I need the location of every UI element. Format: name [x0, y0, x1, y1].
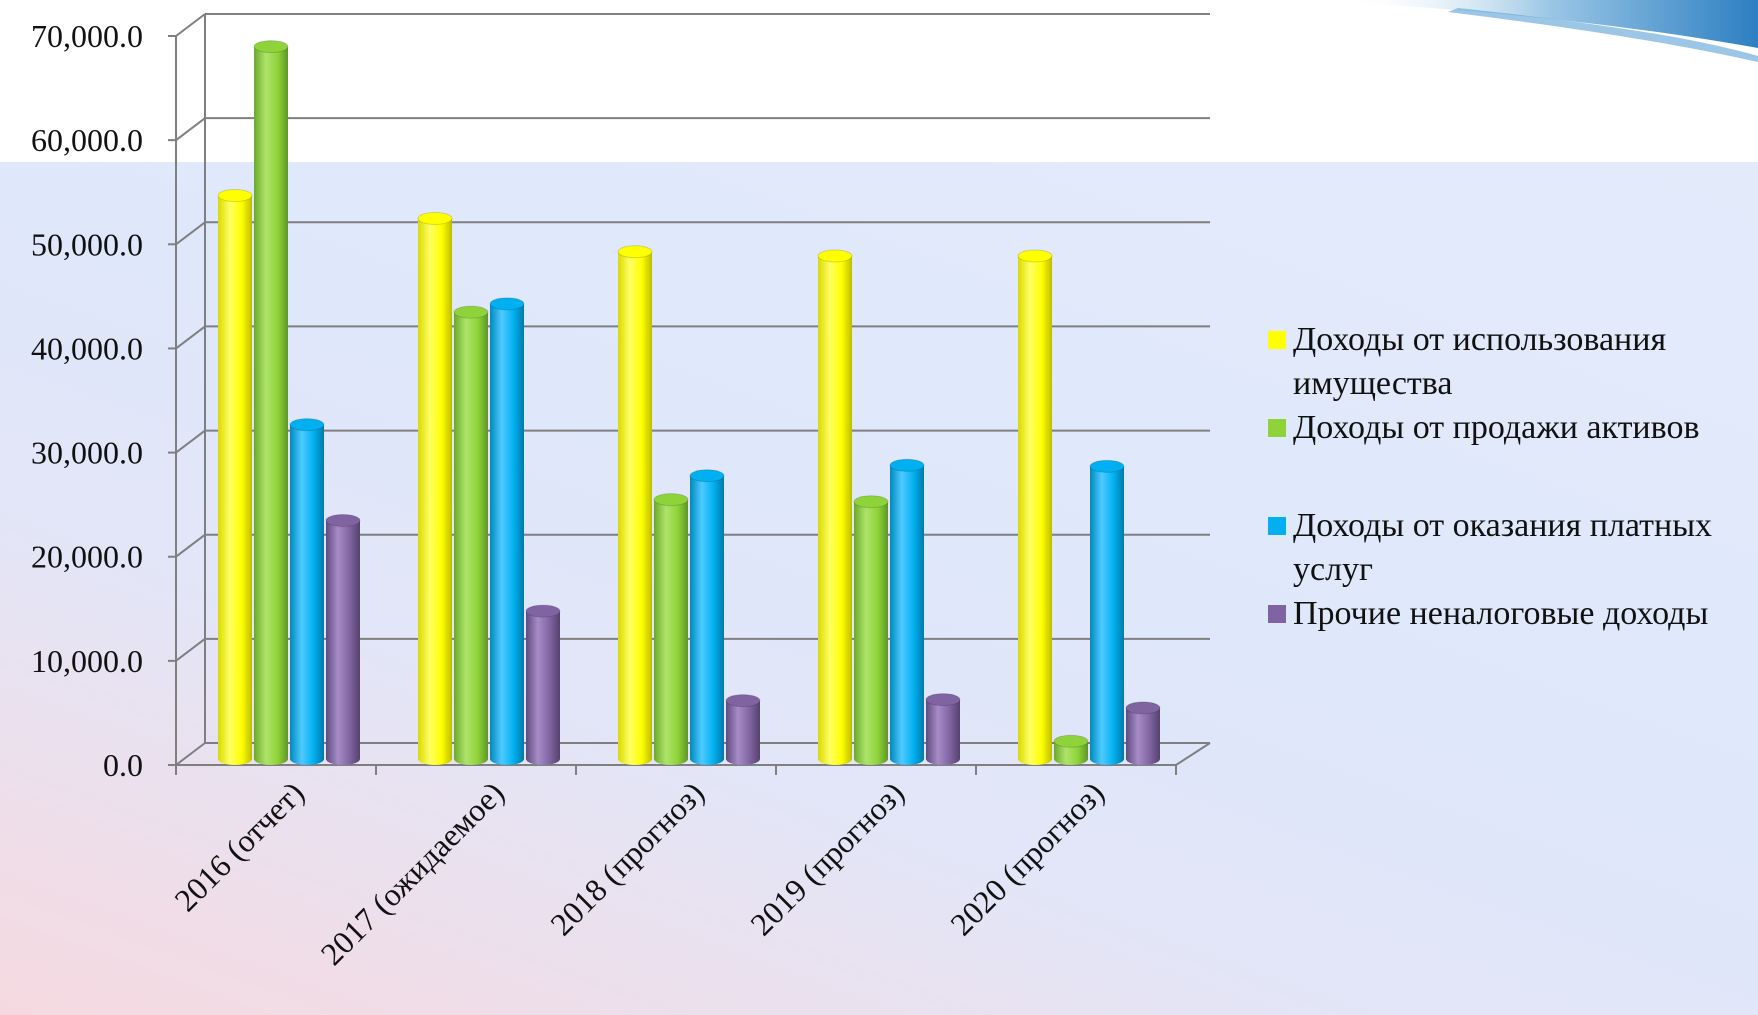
bar	[217, 189, 253, 765]
bar	[453, 305, 489, 765]
bar	[889, 458, 925, 765]
bar	[489, 297, 525, 765]
y-tick-label: 30,000.0	[31, 435, 143, 471]
legend-label: Доходы от использования имущества	[1293, 321, 1667, 402]
bar	[725, 694, 761, 765]
bar	[853, 495, 889, 765]
y-tick-label: 70,000.0	[31, 18, 143, 54]
y-tick-label: 50,000.0	[31, 226, 143, 262]
bar	[289, 418, 325, 765]
bar	[689, 469, 725, 765]
gridline-connector	[175, 117, 206, 141]
bar	[617, 245, 653, 766]
bar	[1017, 249, 1053, 765]
x-category-label: 2019 (прогноз)	[743, 774, 911, 942]
gridline-connector	[175, 533, 206, 558]
y-tick-labels: 0.0 10,000.0 20,000.0 30,000.0 40,000.0 50,00…	[31, 18, 143, 783]
legend-label: Доходы от оказания платных услуг	[1293, 507, 1713, 588]
bar	[325, 513, 361, 765]
legend-swatch-yellow	[1268, 331, 1286, 349]
x-category-label: 2016 (отчет)	[167, 774, 311, 918]
y-tick-label: 10,000.0	[31, 643, 143, 679]
x-category-labels: 2016 (отчет) 2017 (ожидаемое) 2018 (прогно…	[167, 774, 1111, 971]
y-tick-label: 20,000.0	[31, 539, 143, 575]
bar	[653, 493, 689, 765]
gridline-connector	[175, 429, 206, 454]
legend-swatch-purple	[1268, 605, 1286, 623]
legend-item-asset-sales: Доходы от продажи активов	[1263, 406, 1758, 450]
x-category-label: 2020 (прогноз)	[943, 774, 1111, 942]
gridline-connector	[175, 742, 206, 766]
bar	[925, 693, 961, 765]
bar	[1125, 701, 1161, 765]
bar	[525, 604, 561, 765]
legend: Доходы от использования имущества Доходы…	[1263, 318, 1758, 636]
legend-swatch-blue	[1268, 517, 1286, 535]
x-category-label: 2018 (прогноз)	[543, 774, 711, 942]
gridline-connector	[175, 325, 206, 350]
floor-edge	[1175, 742, 1211, 766]
bar	[253, 40, 289, 765]
gridline-connector	[175, 638, 206, 662]
legend-label: Прочие неналоговые доходы	[1293, 595, 1709, 632]
gridline-connector	[175, 221, 206, 246]
decorative-swoosh	[1338, 0, 1758, 62]
bars	[217, 40, 1161, 766]
x-category-label: 2017 (ожидаемое)	[313, 774, 510, 971]
y-tick-label: 0.0	[103, 747, 143, 783]
legend-item-other-income: Прочие неналоговые доходы	[1263, 592, 1758, 636]
bar	[1089, 459, 1125, 765]
y-tick-label: 60,000.0	[31, 122, 143, 158]
bar	[1053, 734, 1089, 765]
legend-swatch-green	[1268, 419, 1286, 437]
bar	[817, 249, 853, 765]
axes	[168, 14, 1177, 775]
gridline-connector	[175, 13, 206, 37]
legend-item-property-income: Доходы от использования имущества	[1263, 318, 1758, 406]
y-tick-label: 40,000.0	[31, 330, 143, 366]
legend-item-paid-services: Доходы от оказания платных услуг	[1263, 504, 1758, 592]
legend-label: Доходы от продажи активов	[1293, 409, 1700, 446]
bar	[417, 211, 453, 765]
